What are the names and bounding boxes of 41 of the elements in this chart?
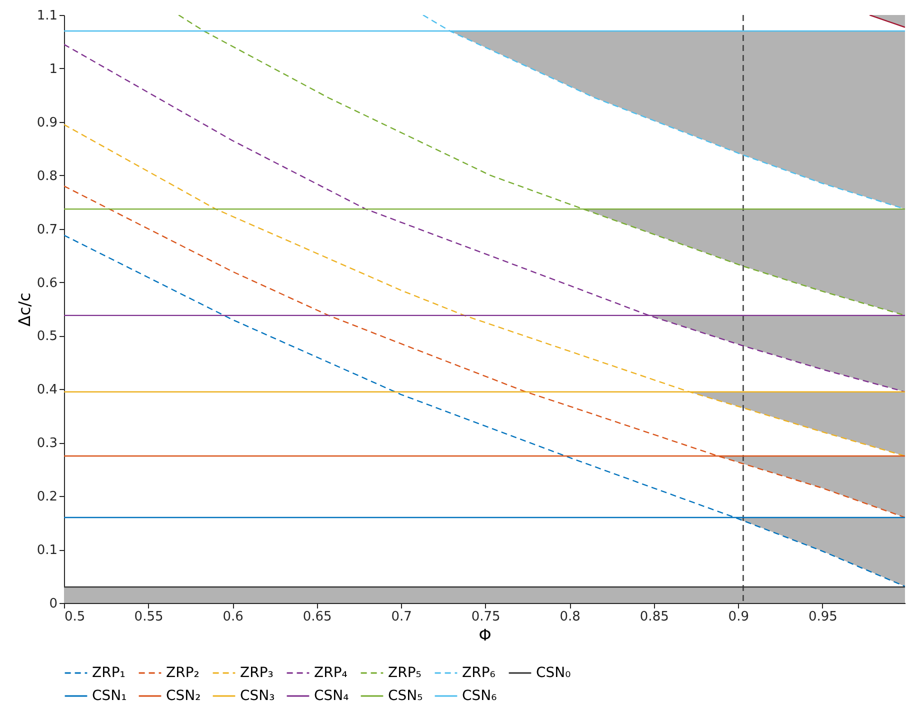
line-series <box>64 234 905 588</box>
x-tick-label: 0.95 <box>808 610 838 624</box>
y-axis-title: Δc/c <box>14 292 34 326</box>
legend-label: CSN₁ <box>92 688 127 704</box>
legend-label: CSN₂ <box>166 688 201 704</box>
y-tick-label: 0.7 <box>36 222 58 238</box>
line-series <box>64 44 905 392</box>
y-tick-label: 1.1 <box>36 8 58 24</box>
y-tick-label: 1 <box>49 62 58 77</box>
legend-label: CSN₀ <box>536 665 572 681</box>
y-tick-label: 0.6 <box>36 276 58 291</box>
legend-label: CSN₅ <box>388 688 423 704</box>
y-tick-label: 0.4 <box>36 382 58 398</box>
y-tick-label: 0.5 <box>36 329 58 344</box>
x-tick-label: 0.85 <box>640 610 669 624</box>
legend-label: CSN₆ <box>462 688 498 704</box>
line-series <box>64 124 905 457</box>
y-tick-label: 0.3 <box>36 436 58 452</box>
legend-label: ZRP₁ <box>92 665 126 681</box>
x-tick-label: 0.75 <box>471 610 500 624</box>
legend-label: ZRP₂ <box>166 665 200 681</box>
x-tick-label: 0.8 <box>560 610 580 624</box>
y-tick-label: 0.2 <box>36 490 58 505</box>
y-tick-label: 0.8 <box>36 168 58 184</box>
x-tick-label: 0.6 <box>222 610 244 624</box>
x-tick-label: 0.7 <box>391 610 412 624</box>
x-axis-title: Φ <box>478 626 492 644</box>
x-tick-label: 0.5 <box>64 610 86 624</box>
legend-label: CSN₄ <box>314 688 350 704</box>
y-tick-label: 0 <box>49 596 58 612</box>
line-series <box>64 185 905 518</box>
legend-label: ZRP₅ <box>388 665 422 681</box>
legend-label: ZRP₆ <box>462 665 496 681</box>
y-tick-label: 0.9 <box>36 115 58 130</box>
y-tick-label: 0.1 <box>36 543 58 558</box>
x-tick-label: 0.55 <box>134 610 164 624</box>
legend-label: ZRP₃ <box>240 665 274 681</box>
legend-label: CSN₃ <box>240 688 275 704</box>
x-tick-label: 0.65 <box>302 610 332 624</box>
x-tick-label: 0.9 <box>728 610 749 624</box>
legend-label: ZRP₄ <box>314 665 348 681</box>
